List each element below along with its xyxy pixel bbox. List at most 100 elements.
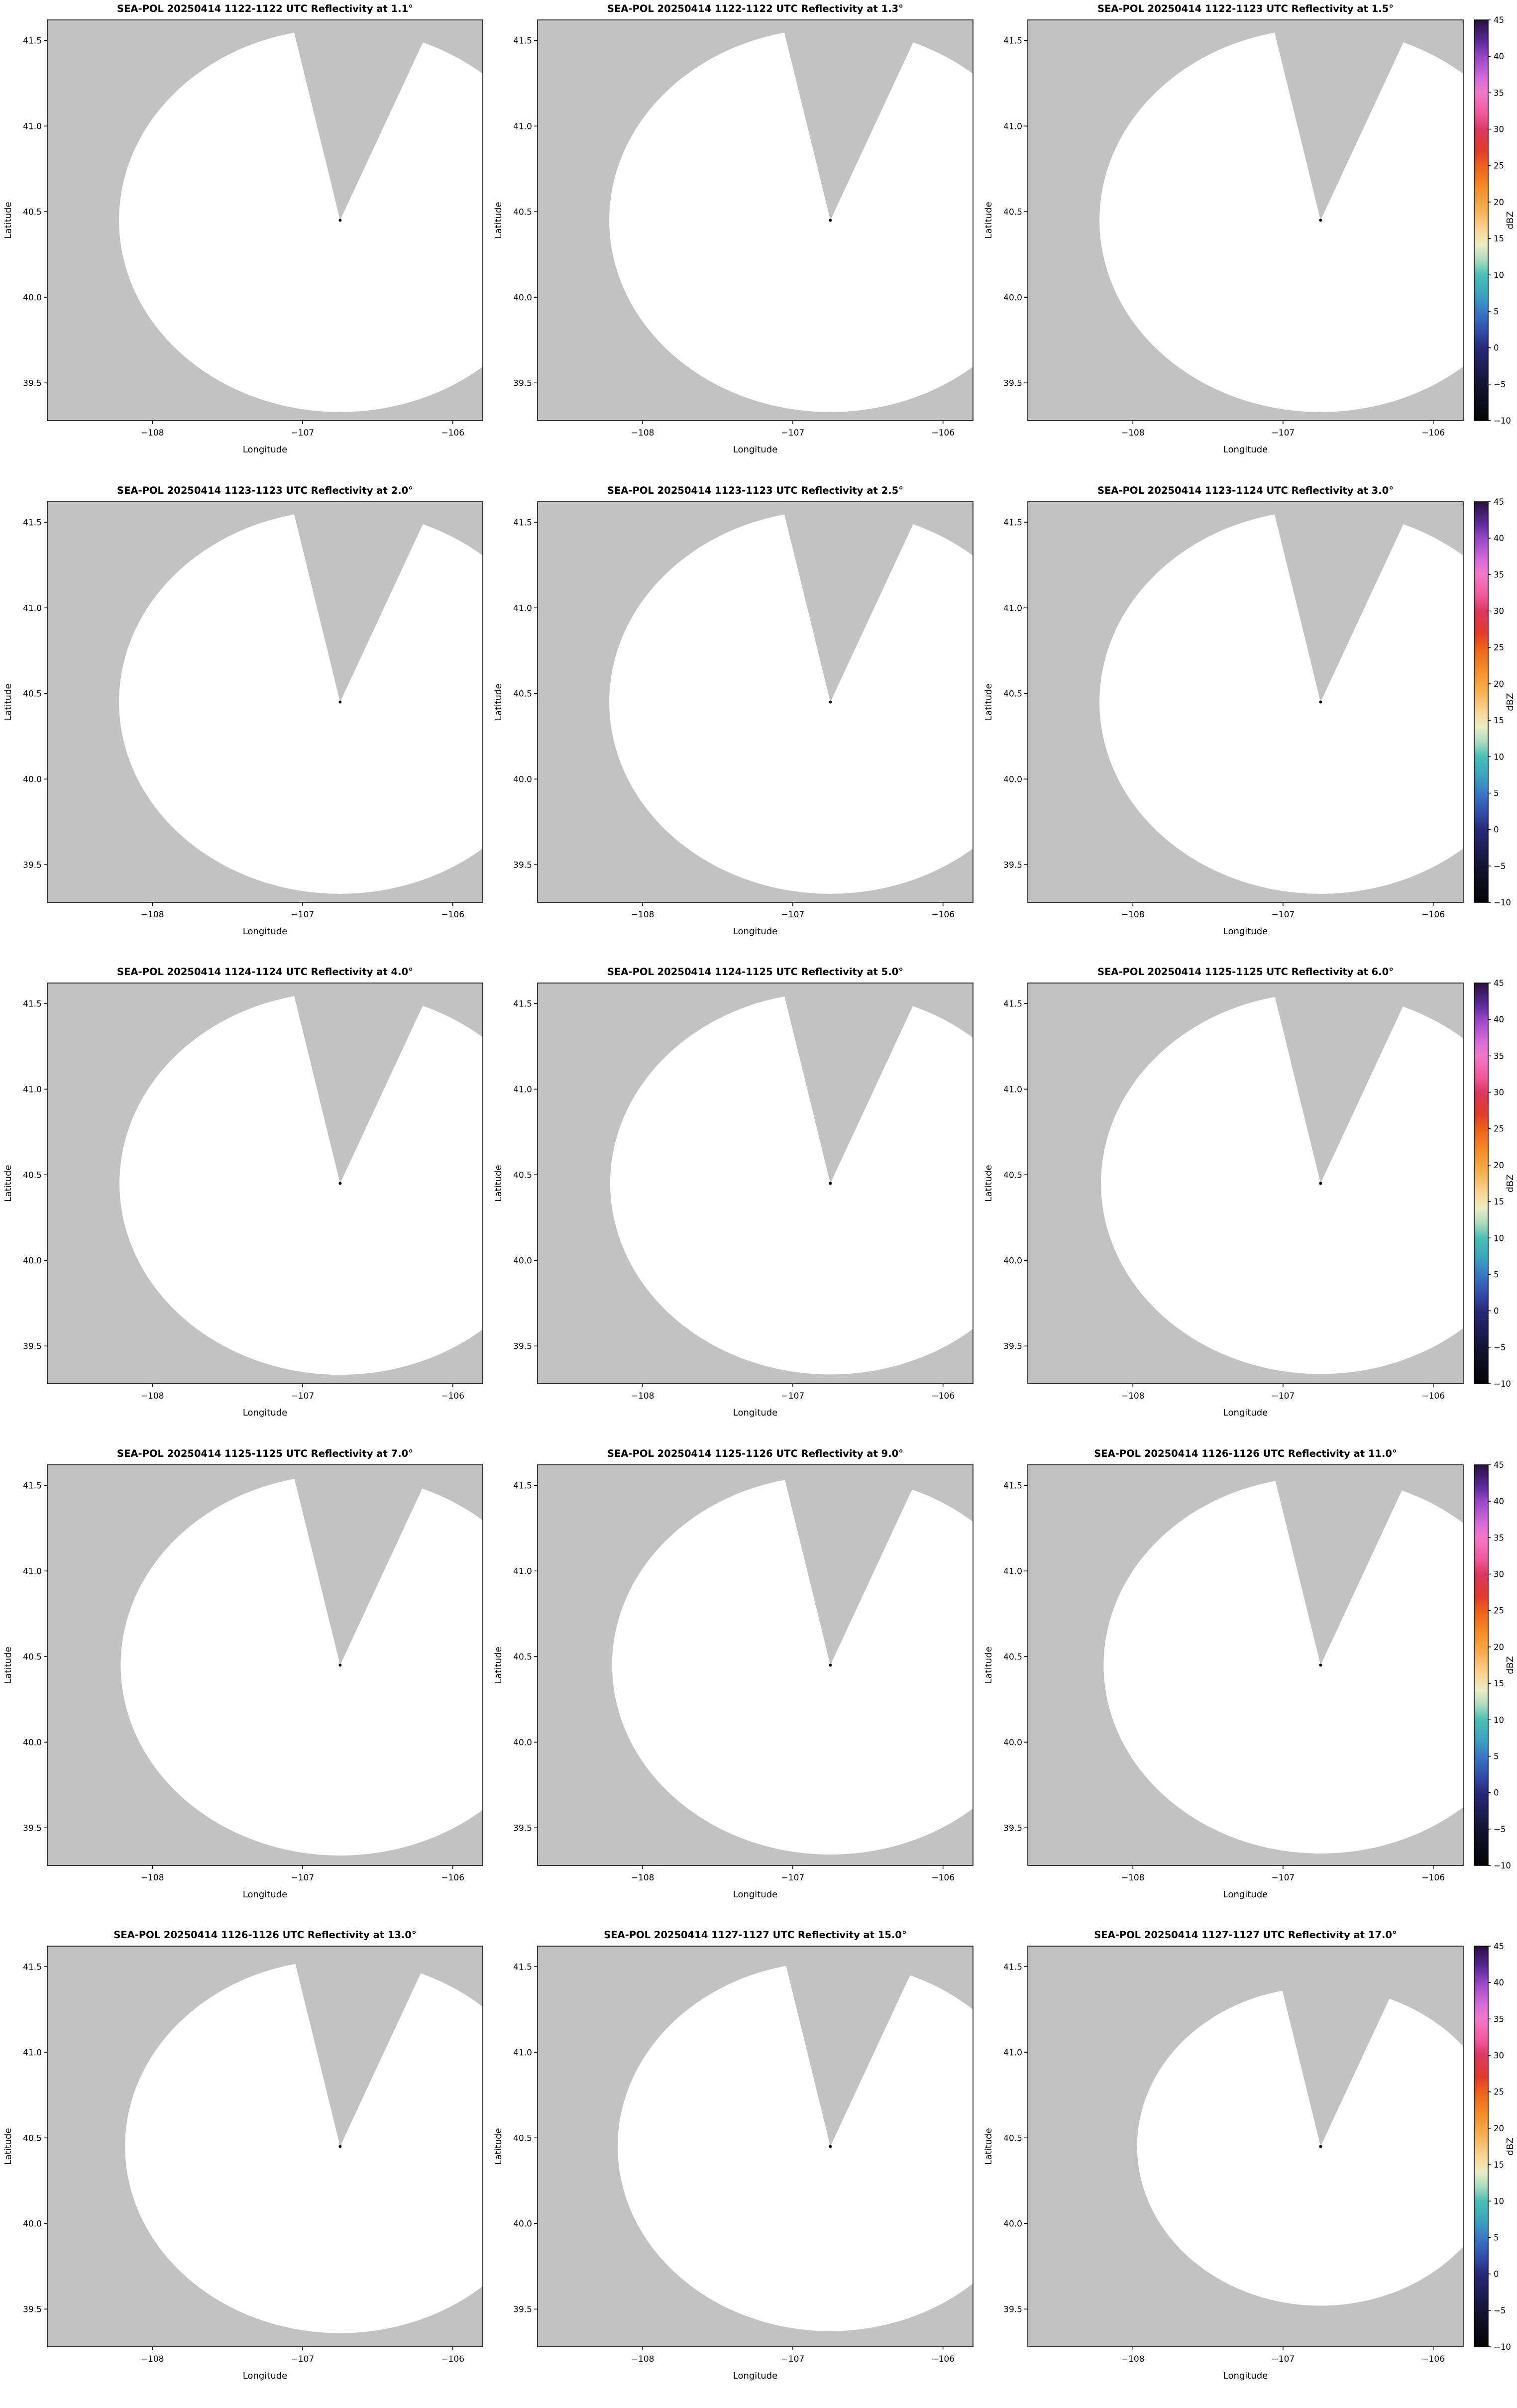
radar-site-marker	[1319, 219, 1322, 222]
radar-panel: −108 −107 −106 39.5 40.0 40.5 41.0 41.5 SEA-POL …	[983, 1929, 1516, 2381]
colorbar-tick-label: 35	[1494, 88, 1504, 98]
y-tick-label: 39.5	[1003, 860, 1022, 870]
y-tick-label: 40.5	[23, 1652, 42, 1662]
x-tick-label: −106	[441, 428, 464, 438]
y-axis-label: Latitude	[983, 1646, 994, 1683]
colorbar-tick-label: 15	[1494, 716, 1504, 725]
x-tick-label: −107	[781, 1391, 805, 1401]
x-tick-label: −108	[631, 1391, 654, 1401]
plot-border	[1027, 1464, 1464, 1866]
y-tick-label: 41.5	[23, 1963, 42, 1972]
plot-border	[537, 501, 974, 903]
y-tick-label: 41.5	[513, 518, 532, 528]
colorbar-tick-label: −10	[1494, 1861, 1511, 1870]
colorbar-tick-label: 40	[1494, 1978, 1504, 1988]
y-tick-label: 40.0	[1003, 774, 1022, 784]
colorbar-tick-label: 10	[1494, 1233, 1504, 1243]
colorbar-tick-label: −10	[1494, 898, 1511, 907]
y-tick-label: 41.5	[1003, 1481, 1022, 1491]
plot-border	[47, 983, 483, 1384]
y-axis-label: Latitude	[493, 1646, 504, 1683]
y-axis-label: Latitude	[493, 683, 504, 720]
x-tick-label: −106	[1421, 910, 1445, 920]
y-tick-label: 39.5	[1003, 1823, 1022, 1833]
y-tick-label: 41.0	[1003, 603, 1022, 613]
plot-border	[1027, 19, 1464, 421]
colorbar-border	[1474, 1946, 1489, 2348]
y-axis-label: Latitude	[493, 2128, 504, 2165]
plot-border	[1027, 1946, 1464, 2348]
colorbar-tick-label: −5	[1494, 1343, 1506, 1352]
y-tick-label: 40.5	[513, 1652, 532, 1662]
radar-site-marker	[1319, 1182, 1322, 1185]
x-tick-label: −106	[931, 428, 955, 438]
panel-title: SEA-POL 20250414 1124-1125 UTC Reflectiv…	[607, 966, 903, 978]
x-tick-label: −108	[631, 428, 654, 438]
y-tick-label: 41.0	[1003, 1566, 1022, 1576]
x-axis-label: Longitude	[733, 926, 778, 937]
radar-site-marker	[829, 1182, 832, 1185]
radar-coverage-area	[1101, 997, 1463, 1374]
plot-border	[1027, 983, 1464, 1384]
y-tick-label: 40.5	[1003, 1652, 1022, 1662]
panel-title: SEA-POL 20250414 1122-1123 UTC Reflectiv…	[1097, 3, 1394, 14]
colorbar-tick-label: 20	[1494, 198, 1504, 207]
x-tick-label: −108	[141, 1391, 164, 1401]
colorbar-tick-label: −5	[1494, 2306, 1506, 2315]
colorbar-gradient	[1474, 501, 1488, 902]
x-tick-label: −107	[1272, 1873, 1295, 1883]
radar-site-marker	[1319, 2145, 1322, 2148]
colorbar-tick-label: 40	[1494, 1015, 1504, 1024]
y-tick-label: 40.5	[513, 689, 532, 699]
panel-title: SEA-POL 20250414 1125-1125 UTC Reflectiv…	[1097, 966, 1394, 978]
radar-site-marker	[829, 2145, 832, 2148]
x-axis-label: Longitude	[1223, 2371, 1268, 2381]
radar-panel: −108 −107 −106 39.5 40.0 40.5 41.0 41.5 SEA-POL …	[493, 485, 974, 937]
y-tick-label: 41.5	[23, 999, 42, 1009]
x-axis-label: Longitude	[733, 444, 778, 455]
y-tick-label: 39.5	[23, 860, 42, 870]
y-tick-label: 40.0	[513, 1256, 532, 1266]
x-tick-label: −107	[291, 2354, 315, 2364]
radar-site-marker	[338, 700, 342, 704]
radar-coverage-area	[119, 514, 483, 894]
y-axis-label: Latitude	[983, 683, 994, 720]
y-tick-label: 41.5	[23, 1481, 42, 1491]
y-axis-label: Latitude	[3, 2128, 13, 2165]
y-axis-label: Latitude	[983, 2128, 994, 2165]
x-tick-label: −106	[1421, 1873, 1445, 1883]
radar-coverage-area	[617, 1966, 973, 2331]
radar-coverage-area	[1103, 1481, 1463, 1854]
x-tick-label: −107	[781, 910, 805, 920]
colorbar-tick-label: 30	[1494, 1088, 1504, 1097]
y-tick-label: 40.0	[23, 774, 42, 784]
y-tick-label: 41.0	[513, 1566, 532, 1576]
plot-border	[1027, 501, 1464, 903]
radar-panel: −108 −107 −106 39.5 40.0 40.5 41.0 41.5 SEA-POL …	[3, 966, 483, 1418]
y-tick-label: 39.5	[23, 1823, 42, 1833]
radar-coverage-area	[119, 996, 483, 1375]
radar-coverage-area	[609, 514, 973, 894]
y-axis-label: Latitude	[983, 1165, 994, 1202]
radar-panel: −108 −107 −106 39.5 40.0 40.5 41.0 41.5 SEA-POL …	[3, 3, 483, 455]
x-axis-label: Longitude	[1223, 444, 1268, 455]
y-tick-label: 40.5	[1003, 207, 1022, 217]
x-tick-label: −108	[141, 910, 164, 920]
y-tick-label: 40.5	[513, 2134, 532, 2144]
plot-border	[47, 1464, 483, 1866]
panel-title: SEA-POL 20250414 1122-1122 UTC Reflectiv…	[607, 3, 903, 14]
plot-border	[537, 983, 974, 1384]
panel-row: −108 −107 −106 39.5 40.0 40.5 41.0 41.5 SEA-POL …	[0, 963, 1517, 1445]
radar-coverage-area	[1099, 32, 1463, 412]
colorbar-tick-label: 45	[1494, 15, 1504, 25]
colorbar-gradient	[1474, 20, 1488, 421]
panel-title: SEA-POL 20250414 1123-1123 UTC Reflectiv…	[117, 485, 413, 496]
x-tick-label: −107	[781, 1873, 805, 1883]
colorbar-tick-label: 5	[1494, 1270, 1499, 1280]
colorbar-tick-label: 35	[1494, 1052, 1504, 1061]
radar-panel: −108 −107 −106 39.5 40.0 40.5 41.0 41.5 SEA-POL …	[983, 966, 1516, 1418]
colorbar-tick-label: 45	[1494, 979, 1504, 988]
x-tick-label: −107	[291, 910, 315, 920]
y-tick-label: 41.5	[23, 518, 42, 528]
radar-coverage-area	[119, 32, 483, 412]
